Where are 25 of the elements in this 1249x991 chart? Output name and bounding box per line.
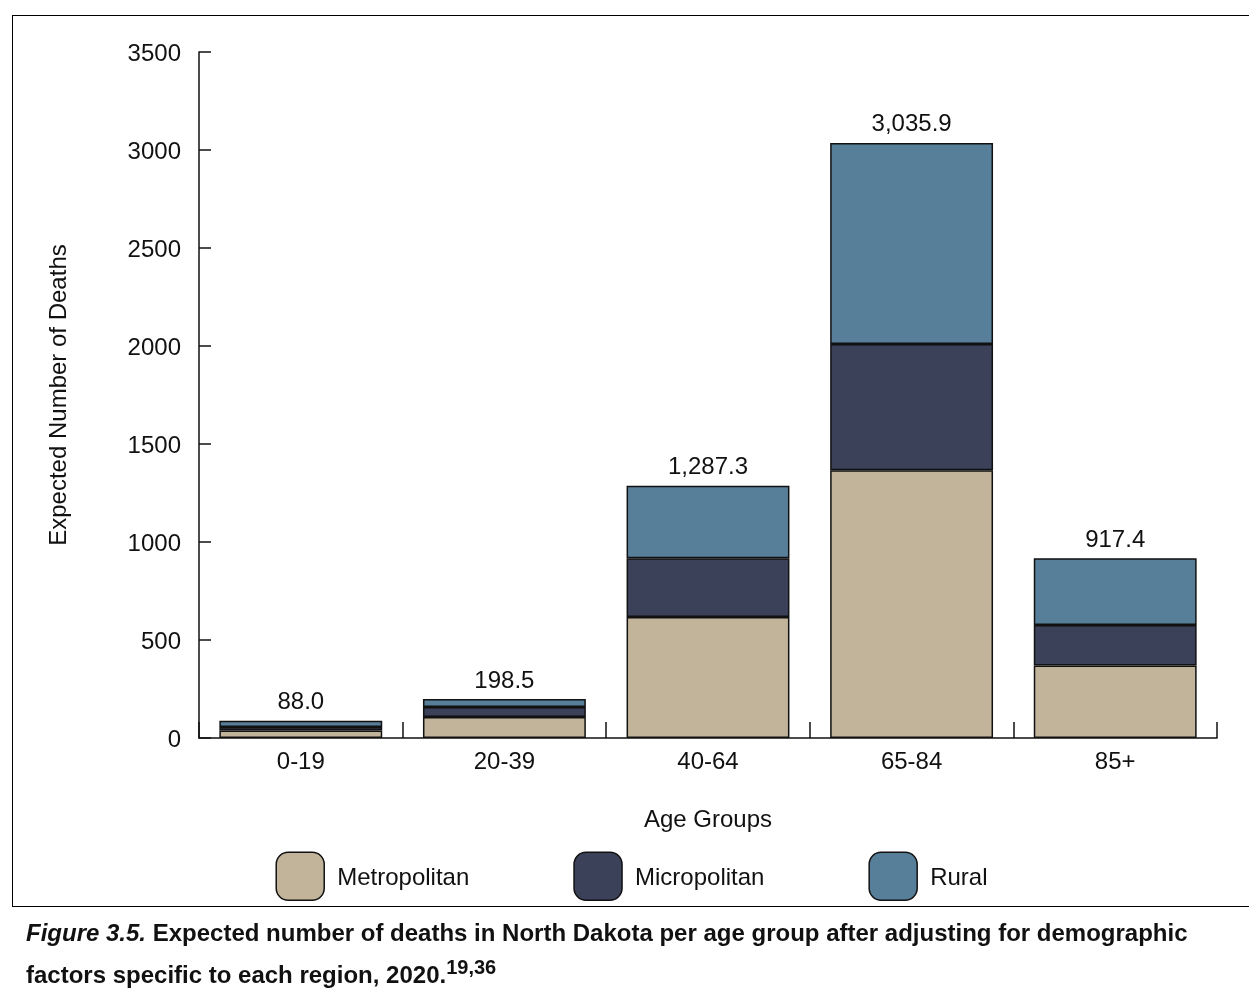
y-tick-label: 0 [167, 724, 181, 752]
bar [219, 720, 383, 728]
x-tick-label: 20-39 [473, 746, 536, 774]
x-tick-label: 65-84 [880, 746, 943, 774]
total-label: 3,035.9 [871, 109, 952, 137]
x-tick-label: 40-64 [677, 746, 739, 774]
y-tick-label: 2500 [127, 234, 181, 262]
y-tick-label: 500 [140, 626, 181, 654]
legend-label: Rural [930, 862, 988, 890]
x-tick-label: 0-19 [276, 746, 325, 774]
legend-label: Metropolitan [337, 862, 470, 890]
y-tick-label: 3000 [127, 136, 181, 164]
y-tick-label: 2000 [127, 332, 181, 360]
y-tick-label: 1500 [127, 430, 181, 458]
y-tick-label: 1000 [127, 528, 181, 556]
caption: Figure 3.5. [26, 919, 147, 946]
total-label: 917.4 [1085, 524, 1146, 552]
total-label: 198.5 [474, 665, 535, 693]
total-label: 88.0 [277, 687, 325, 715]
legend-label: Micropolitan [635, 862, 765, 890]
x-tick-label: 85+ [1094, 746, 1136, 774]
y-axis-title: Expected Number of Deaths [43, 244, 71, 546]
total-label: 1,287.3 [667, 452, 749, 480]
x-axis-title: Age Groups [643, 804, 773, 832]
y-tick-label: 3500 [127, 38, 181, 66]
